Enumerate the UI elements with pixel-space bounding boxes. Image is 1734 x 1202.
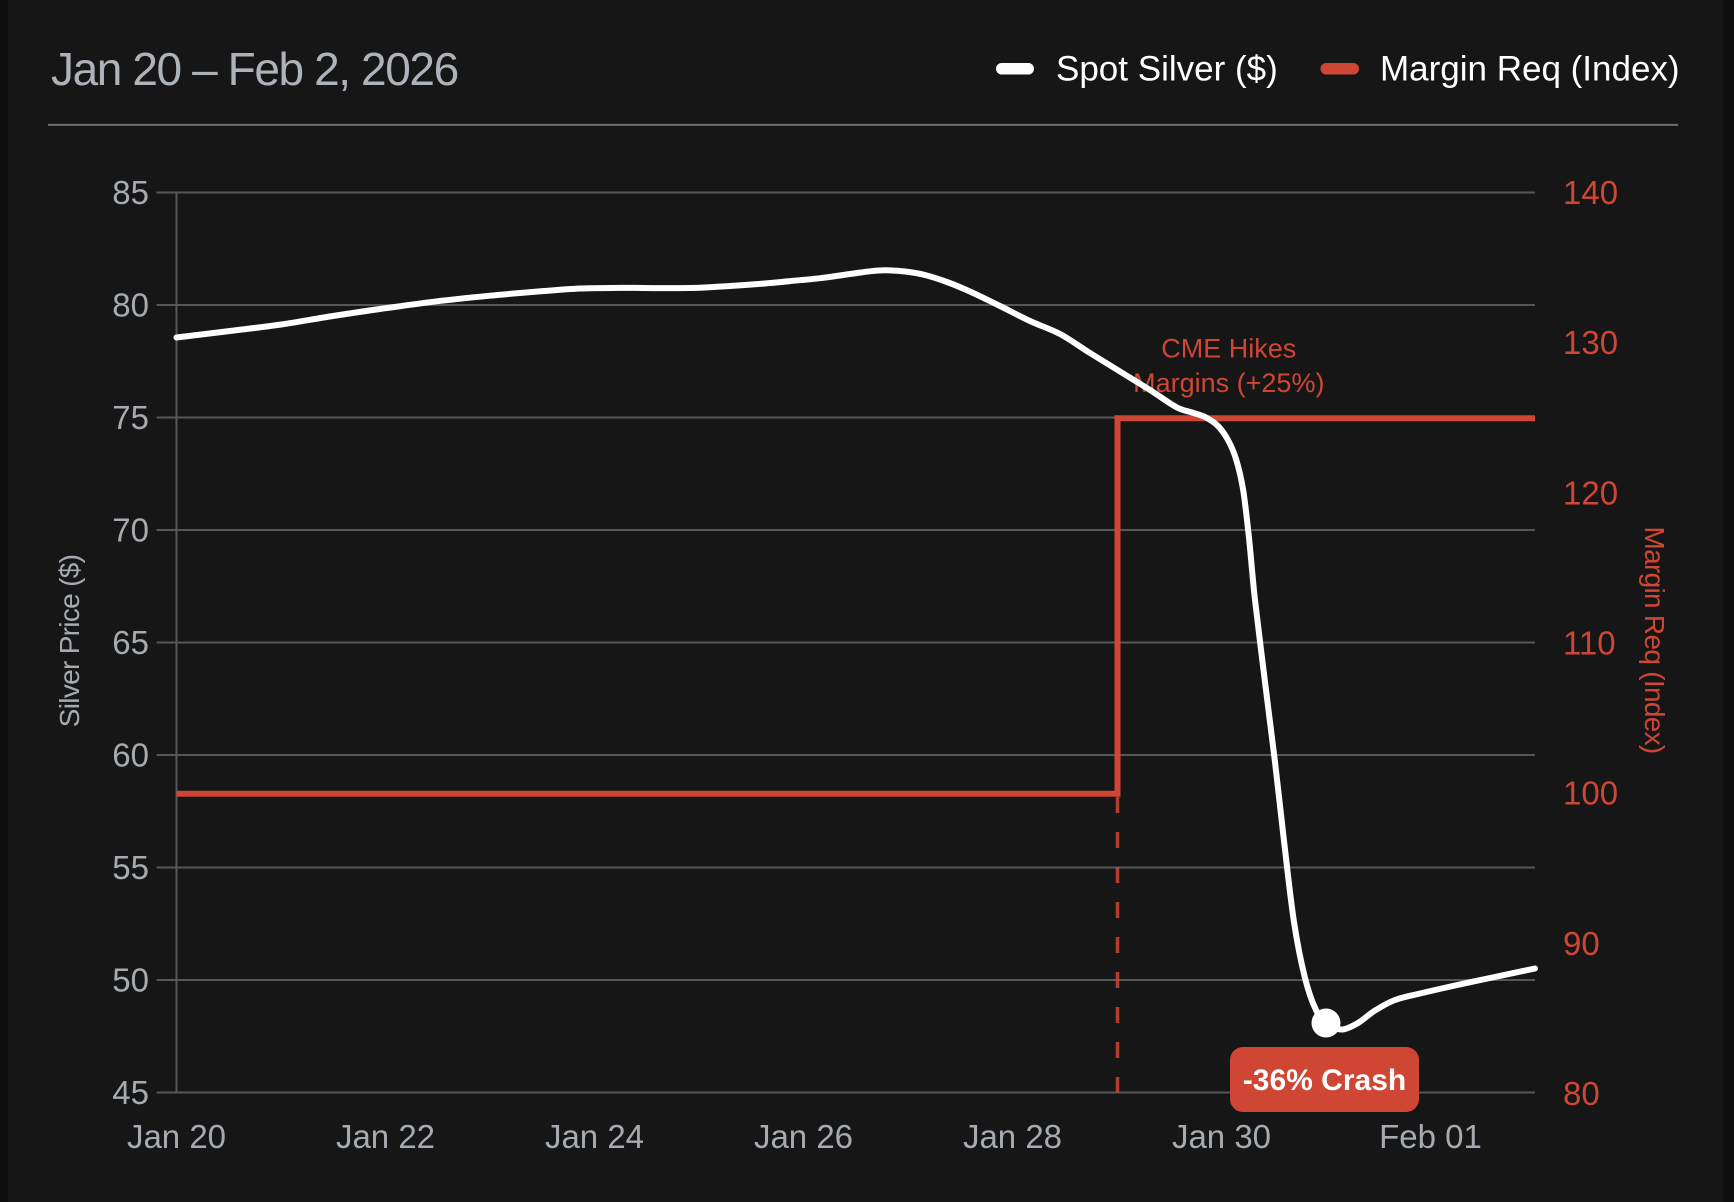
svg-text:100: 100	[1563, 775, 1618, 812]
svg-text:50: 50	[112, 962, 149, 999]
svg-text:85: 85	[112, 174, 149, 211]
svg-text:Spot Silver ($): Spot Silver ($)	[1056, 50, 1278, 89]
svg-text:55: 55	[112, 849, 149, 886]
svg-text:45: 45	[112, 1074, 149, 1111]
svg-text:75: 75	[112, 399, 149, 436]
svg-text:110: 110	[1563, 625, 1616, 662]
svg-text:60: 60	[112, 737, 149, 774]
svg-text:65: 65	[112, 624, 149, 661]
svg-text:Silver Price ($): Silver Price ($)	[54, 555, 85, 727]
svg-text:Jan 28: Jan 28	[963, 1118, 1062, 1155]
svg-text:70: 70	[112, 512, 149, 549]
svg-text:120: 120	[1563, 474, 1618, 511]
svg-text:Margin Req (Index): Margin Req (Index)	[1380, 50, 1680, 89]
svg-text:Jan 26: Jan 26	[754, 1118, 853, 1155]
svg-text:Jan 20 – Feb 2, 2026: Jan 20 – Feb 2, 2026	[51, 43, 458, 95]
svg-text:130: 130	[1563, 324, 1618, 361]
svg-text:Margin Req (Index): Margin Req (Index)	[1639, 526, 1670, 753]
svg-text:80: 80	[1563, 1075, 1600, 1112]
svg-text:CME Hikes: CME Hikes	[1161, 333, 1296, 363]
svg-text:Jan 24: Jan 24	[545, 1118, 644, 1155]
svg-text:Jan 20: Jan 20	[127, 1118, 226, 1155]
svg-text:Jan 30: Jan 30	[1172, 1118, 1271, 1155]
svg-text:Jan 22: Jan 22	[336, 1118, 435, 1155]
svg-text:Feb 01: Feb 01	[1379, 1118, 1482, 1155]
svg-text:90: 90	[1563, 925, 1600, 962]
svg-text:140: 140	[1563, 174, 1618, 211]
svg-text:80: 80	[112, 287, 149, 324]
svg-text:-36% Crash: -36% Crash	[1243, 1064, 1406, 1097]
svg-text:Margins (+25%): Margins (+25%)	[1133, 368, 1324, 398]
